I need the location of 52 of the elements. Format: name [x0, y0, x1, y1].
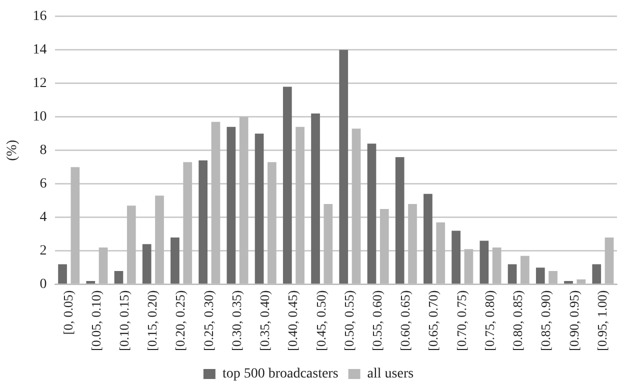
- bar: [114, 270, 124, 284]
- x-tick-label: [0.05, 0.10): [88, 290, 104, 352]
- x-tick-label: [0.20, 0.25): [172, 290, 188, 352]
- x-tick-label: [0.10, 0.15): [116, 290, 132, 352]
- bar: [424, 194, 432, 284]
- x-tick-label: [0, 0.05): [60, 290, 76, 335]
- x-tick-label: [0.50, 0.55): [341, 290, 356, 352]
- bar: [480, 240, 489, 284]
- y-axis-title: (%): [5, 140, 20, 161]
- x-tick-label: [0.55, 0.60): [369, 290, 384, 352]
- x-tick-label: [0.90, 0.95): [566, 290, 582, 352]
- bar: [254, 134, 264, 284]
- x-tick-label: [0.75, 0.80): [482, 290, 497, 352]
- bar: [226, 126, 236, 284]
- y-tick-label: 14: [32, 42, 47, 58]
- bar: [86, 280, 96, 284]
- x-tick-label: [0.35, 0.40): [257, 290, 272, 352]
- x-tick-label: [0.30, 0.35): [228, 290, 244, 352]
- bar: [564, 280, 573, 284]
- x-tick-label: [0.60, 0.65): [398, 290, 413, 352]
- x-tick-label: [0.45, 0.50): [313, 290, 328, 352]
- bar: [142, 244, 152, 284]
- bar: [282, 86, 292, 284]
- y-tick-label: 0: [40, 277, 47, 292]
- legend-label: all users: [367, 366, 414, 382]
- bar: [339, 50, 348, 284]
- bar: [58, 264, 67, 284]
- y-tick-label: 16: [32, 9, 47, 24]
- y-tick-label: 6: [40, 176, 47, 192]
- bar: [592, 264, 602, 284]
- y-tick-label: 8: [40, 143, 47, 158]
- bar: [367, 144, 376, 284]
- bar: [395, 157, 404, 284]
- y-tick-label: 4: [40, 210, 47, 226]
- x-tick-label: [0.65, 0.70): [426, 290, 441, 352]
- x-tick-label: [0.80, 0.85): [510, 290, 526, 352]
- x-tick-label: [0.85, 0.90): [538, 290, 554, 352]
- x-tick-label: [0.70, 0.75): [454, 290, 469, 352]
- bar: [170, 237, 180, 284]
- x-tick-label: [0.25, 0.30): [200, 290, 216, 352]
- bar: [536, 268, 545, 284]
- bar: [452, 230, 460, 284]
- bar: [198, 160, 208, 284]
- x-tick-label: [0.15, 0.20): [144, 290, 160, 352]
- y-tick-label: 2: [40, 244, 47, 259]
- x-tick-label: [0.40, 0.45): [285, 290, 300, 352]
- x-tick-label: [0.95, 1.00): [594, 290, 610, 352]
- y-tick-label: 10: [32, 110, 47, 125]
- bar: [508, 264, 517, 284]
- legend-label: top 500 broadcasters: [222, 366, 338, 382]
- bar: [311, 114, 320, 284]
- y-tick-label: 12: [32, 76, 47, 92]
